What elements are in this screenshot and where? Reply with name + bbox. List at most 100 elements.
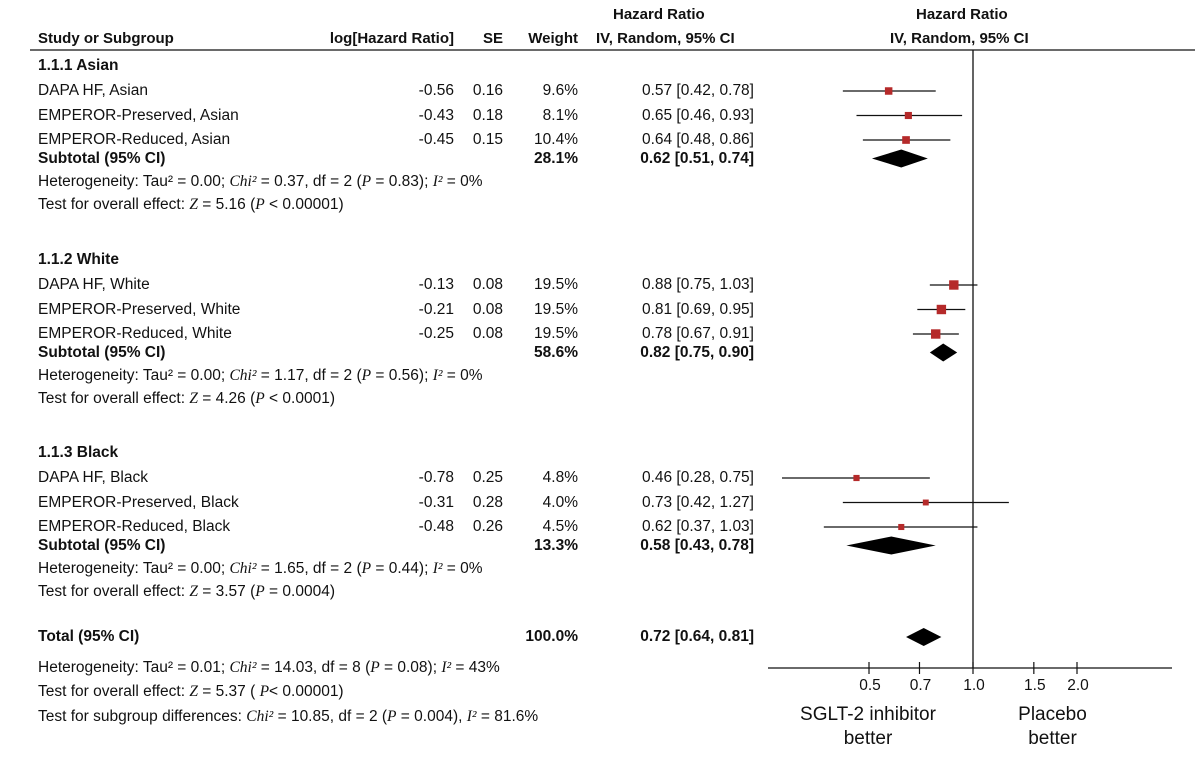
subtotal-weight: 13.3%	[534, 536, 578, 554]
heterogeneity-line-mid: = 1.17, df = 2 (	[256, 366, 362, 384]
overall-effect-line: Test for overall effect: Z = 4.26 (P < 0…	[38, 390, 335, 408]
heterogeneity-line-pval: = 0.44);	[371, 559, 433, 577]
study-name: EMPEROR-Reduced, Asian	[38, 131, 231, 148]
group-title: 1.1.2 White	[38, 251, 119, 268]
study-loghr: -0.45	[418, 131, 454, 148]
total-overall-effect-line-p: P	[259, 683, 270, 700]
header-loghr: log[Hazard Ratio]	[329, 30, 454, 47]
overall-effect-line-mid: = 5.16 (	[197, 195, 256, 213]
study-weight: 9.6%	[542, 82, 578, 99]
study-name: EMPEROR-Preserved, Asian	[38, 106, 239, 124]
overall-effect-line-z: Z	[189, 582, 198, 600]
header-hr-top: Hazard Ratio	[613, 6, 705, 23]
study-se: 0.25	[472, 469, 503, 486]
study-se: 0.15	[472, 131, 503, 148]
x-tick-label: 1.5	[1024, 677, 1046, 694]
overall-effect-line: Test for overall effect: Z = 3.57 (P = 0…	[38, 583, 335, 601]
study-ci: 0.81 [0.69, 0.95]	[641, 300, 754, 318]
study-se: 0.18	[472, 106, 503, 124]
study-loghr: -0.31	[418, 493, 454, 511]
overall-effect-line-tail: = 0.0004)	[264, 582, 335, 600]
overall-effect-line-prefix: Test for overall effect:	[38, 389, 190, 407]
x-tick-label: 2.0	[1067, 677, 1089, 694]
heterogeneity-line: Heterogeneity: Tau² = 0.00; Chi² = 1.65,…	[38, 560, 483, 578]
total-heterogeneity-line-mid: = 14.03, df = 8 (	[256, 659, 371, 676]
heterogeneity-line-p: P	[361, 172, 372, 190]
subtotal-diamond	[871, 149, 928, 168]
study-se: 0.08	[472, 276, 503, 293]
heterogeneity-line-p: P	[361, 366, 372, 384]
heterogeneity-line: Heterogeneity: Tau² = 0.00; Chi² = 0.37,…	[38, 173, 483, 191]
subtotal-label: Subtotal (95% CI)	[38, 536, 166, 554]
study-marker	[898, 523, 905, 531]
total-heterogeneity-line-p: P	[370, 659, 380, 676]
subgroup-differences-line-chi: Chi²	[246, 708, 274, 725]
header-weight: Weight	[528, 30, 578, 47]
header-study: Study or Subgroup	[38, 30, 174, 47]
total-overall-effect-line-prefix: Test for overall effect:	[38, 683, 190, 700]
x-tick-label: 0.5	[859, 677, 881, 694]
study-loghr: -0.25	[418, 325, 454, 342]
heterogeneity-line-prefix: Heterogeneity: Tau² = 0.00;	[38, 366, 230, 384]
subtotal-diamond	[846, 536, 936, 555]
heterogeneity-line-tail: = 0%	[442, 172, 483, 190]
study-weight: 4.8%	[542, 469, 578, 486]
heterogeneity-line-mid: = 1.65, df = 2 (	[256, 559, 362, 577]
study-marker	[853, 474, 860, 482]
subgroup-differences-line-pval: = 0.004),	[396, 708, 467, 725]
study-ci: 0.78 [0.67, 0.91]	[641, 325, 754, 342]
subtotal-label: Subtotal (95% CI)	[38, 149, 166, 167]
favours-treatment-label: SGLT-2 inhibitor better	[800, 704, 936, 749]
overall-effect-line-p: P	[255, 582, 265, 600]
header-plot-top: Hazard Ratio	[916, 6, 1008, 23]
total-heterogeneity-line-i2: I²	[441, 659, 452, 676]
total-overall-effect-line-mid: = 5.37 (	[197, 683, 260, 700]
heterogeneity-line-prefix: Heterogeneity: Tau² = 0.00;	[38, 172, 230, 190]
overall-effect-line-tail: < 0.0001)	[264, 389, 335, 407]
overall-effect-line-z: Z	[189, 389, 198, 407]
study-weight: 10.4%	[534, 131, 578, 148]
total-heterogeneity-line-pval: = 0.08);	[379, 659, 442, 676]
heterogeneity-line-prefix: Heterogeneity: Tau² = 0.00;	[38, 559, 230, 577]
header-plot-method: IV, Random, 95% CI	[890, 30, 1029, 47]
total-heterogeneity-line-prefix: Heterogeneity: Tau² = 0.01;	[38, 659, 230, 676]
study-marker	[904, 111, 912, 120]
subtotal-diamond	[929, 343, 958, 362]
study-loghr: -0.13	[418, 276, 454, 293]
study-loghr: -0.78	[418, 469, 454, 486]
heterogeneity-line-chi: Chi²	[229, 172, 257, 190]
subgroup-differences-line-mid: = 10.85, df = 2 (	[273, 708, 388, 725]
study-weight: 19.5%	[534, 300, 578, 318]
study-name: EMPEROR-Preserved, White	[38, 300, 241, 318]
total-heterogeneity-line-tail: = 43%	[451, 659, 500, 676]
overall-effect-line: Test for overall effect: Z = 5.16 (P < 0…	[38, 196, 344, 214]
study-marker	[922, 499, 929, 506]
overall-effect-line-mid: = 3.57 (	[197, 582, 256, 600]
study-se: 0.16	[472, 82, 503, 99]
study-marker	[902, 136, 910, 144]
x-tick-label: 1.0	[963, 677, 985, 694]
study-marker	[931, 329, 941, 339]
study-weight: 4.0%	[542, 493, 578, 511]
overall-effect-line-p: P	[255, 195, 265, 213]
overall-effect-line-mid: = 4.26 (	[197, 389, 256, 407]
total-weight: 100.0%	[525, 628, 578, 645]
heterogeneity-line-i2: I²	[432, 366, 443, 384]
heterogeneity-line-pval: = 0.56);	[371, 366, 433, 384]
study-name: DAPA HF, Black	[38, 469, 148, 486]
x-tick-label: 0.7	[910, 677, 932, 694]
subtotal-weight: 58.6%	[534, 343, 578, 361]
heterogeneity-line-mid: = 0.37, df = 2 (	[256, 172, 362, 190]
subtotal-ci: 0.62 [0.51, 0.74]	[640, 149, 754, 167]
header-se: SE	[482, 30, 503, 47]
subgroup-differences-line-p: P	[387, 708, 397, 725]
study-name: EMPEROR-Reduced, White	[38, 325, 232, 342]
study-ci: 0.46 [0.28, 0.75]	[641, 469, 754, 486]
overall-effect-line-prefix: Test for overall effect:	[38, 582, 190, 600]
total-overall-effect-line-z: Z	[189, 683, 198, 700]
heterogeneity-line-p: P	[361, 559, 372, 577]
study-weight: 8.1%	[542, 106, 578, 124]
heterogeneity-line-pval: = 0.83);	[371, 172, 433, 190]
study-weight: 19.5%	[534, 276, 578, 293]
total-label: Total (95% CI)	[38, 628, 140, 645]
